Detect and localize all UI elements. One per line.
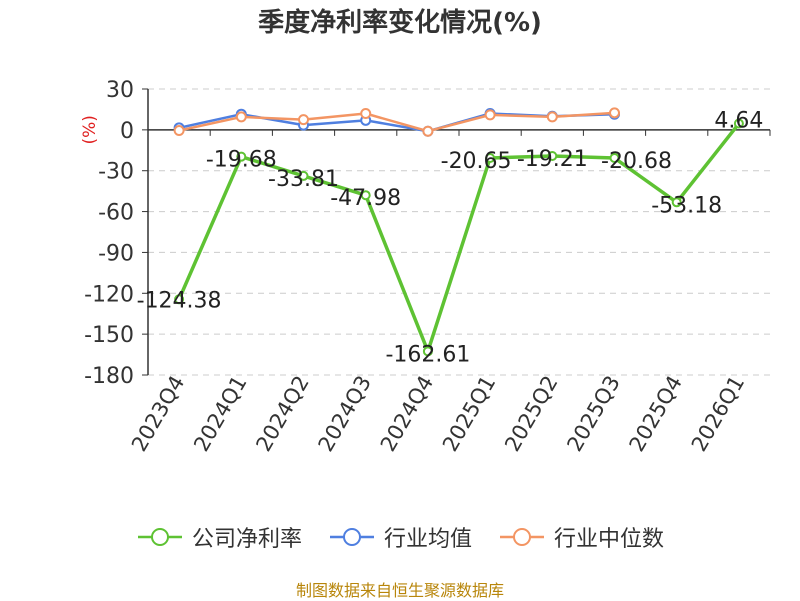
y-tick-label: -60 [98,201,134,226]
data-point [173,125,185,137]
data-labels: -124.38 -19.68-33.81-47.98 -162.61 -20.65 -1… [137,109,764,368]
x-tick-label: 2024Q3 [314,372,376,456]
y-tick-label: -30 [98,160,134,185]
y-tick-label: -150 [84,323,134,348]
data-label: -162.61 [385,342,470,367]
legend-item[interactable]: 公司净利率 [136,521,302,553]
data-point [360,108,372,120]
data-point [422,125,434,137]
data-point [298,114,309,126]
x-tick-label: 2024Q4 [376,372,438,456]
chart-title: 季度净利率变化情况(%) [258,8,542,38]
legend: 公司净利率 行业均值 行业中位数 [0,519,800,555]
x-tick-label: 2023Q4 [127,372,189,456]
legend-marker-icon [137,528,182,546]
y-axis-title: (%) [80,115,100,144]
x-tick-label: 2024Q2 [251,372,313,456]
y-tick-label: 0 [120,119,134,144]
series-line-0 [177,122,741,354]
legend-label: 公司净利率 [191,527,302,552]
x-tick-label: 2025Q3 [562,372,624,456]
legend-item[interactable]: 行业均值 [328,521,472,553]
y-tick-label: -90 [98,241,134,266]
legend-label: 行业均值 [383,527,472,552]
data-point [235,111,247,123]
legend-item[interactable]: 行业中位数 [498,521,664,553]
legend-label: 行业中位数 [554,527,665,552]
data-point [485,152,496,163]
x-tick-label: 2026Q1 [687,372,749,456]
data-point [298,170,309,181]
data-point [609,107,620,119]
data-source-note: 制图数据来自恒生聚源数据库 [295,581,504,600]
data-label: -33.81 [268,167,339,192]
data-point [484,109,496,121]
data-point [547,151,558,162]
data-point [733,118,744,129]
y-tick-label: -180 [84,364,134,389]
data-label: -47.98 [330,186,401,211]
series-line-2 [178,111,615,133]
grid-lines [148,88,770,376]
data-label: -53.18 [651,193,722,218]
data-label: -20.65 [441,149,512,174]
legend-marker-icon [500,528,544,546]
data-point [609,153,620,164]
x-tick-label: 2025Q4 [625,372,687,456]
data-point [174,294,185,305]
data-point [422,346,433,357]
data-point [546,111,558,123]
legend-marker-icon [329,528,374,546]
x-tick-label: 2025Q2 [500,372,562,456]
data-label: -124.38 [137,288,222,313]
y-tick-label: -120 [84,282,134,307]
series-lines [173,107,744,357]
data-label: 4.64 [714,109,763,134]
data-label: -19.21 [517,147,588,172]
x-tick-label: 2025Q1 [438,371,500,455]
data-point [360,190,371,201]
data-point [671,197,682,208]
y-tick-label: 30 [106,78,134,103]
data-point [236,151,247,162]
data-label: -19.68 [206,148,277,173]
data-label: -20.68 [601,149,672,174]
x-tick-label: 2024Q1 [189,372,251,456]
